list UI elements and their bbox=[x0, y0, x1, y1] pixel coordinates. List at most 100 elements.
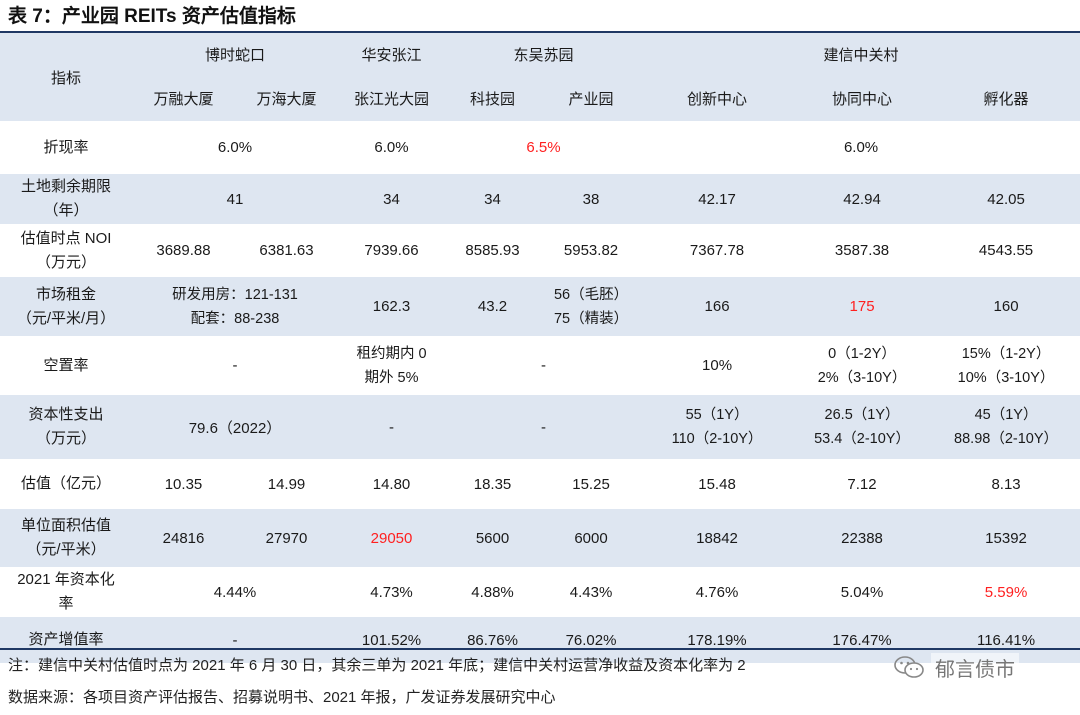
header-group-boshi: 博时蛇口 bbox=[205, 46, 266, 64]
header-group-dongwu: 东吴苏园 bbox=[513, 46, 574, 64]
cell-chuangxin: 178.19% bbox=[642, 617, 793, 663]
cell-dongwu: - bbox=[445, 395, 643, 459]
cell-fuhuaqi: 15392 bbox=[932, 509, 1080, 567]
cell-wanhai: 27970 bbox=[235, 509, 339, 567]
cell-fuhuaqi: 4543.55 bbox=[932, 224, 1080, 277]
cell-fuhuaqi: 160 bbox=[932, 277, 1080, 336]
cell-chuangxin: 18842 bbox=[642, 509, 793, 567]
row-cap-rate: 2021 年资本化率 4.44% 4.73% 4.88% 4.43% 4.76%… bbox=[0, 567, 1080, 617]
cell-xietong: 3587.38 bbox=[792, 224, 933, 277]
cell-keji: 18.35 bbox=[445, 459, 541, 509]
watermark: 郁言债市 bbox=[893, 650, 1080, 684]
cell-xietong: 175 bbox=[792, 277, 933, 336]
cell-huaan: 162.3 bbox=[338, 277, 446, 336]
row-valuation: 估值（亿元） 10.35 14.99 14.80 18.35 15.25 15.… bbox=[0, 459, 1080, 509]
cell-chuangxin: 15.48 bbox=[642, 459, 793, 509]
cell-xietong: 176.47% bbox=[792, 617, 933, 663]
cell-chanye: 15.25 bbox=[540, 459, 643, 509]
header-group-jianxin: 建信中关村 bbox=[823, 46, 899, 64]
cell-chuangxin: 4.76% bbox=[642, 567, 793, 617]
cell-huaan: 6.0% bbox=[338, 121, 446, 174]
bottom-rule bbox=[0, 648, 1080, 650]
cell-boshi: 研发用房：121-131 配套：88-238 bbox=[132, 277, 339, 336]
cell-chanye: 4.43% bbox=[540, 567, 643, 617]
cell-huaan: 34 bbox=[338, 174, 446, 224]
cell-huaan: 7939.66 bbox=[338, 224, 446, 277]
row-label: 估值（亿元） bbox=[0, 459, 132, 509]
row-land-term: 土地剩余期限 （年） 41 34 34 38 42.17 42.94 42.05 bbox=[0, 174, 1080, 224]
header-asset-keji: 科技园 bbox=[470, 90, 516, 108]
cell-chuangxin: 7367.78 bbox=[642, 224, 793, 277]
table-title: 表 7：产业园 REITs 资产估值指标 bbox=[8, 6, 296, 27]
cell-chanye: 56（毛胚） 75（精装） bbox=[540, 277, 643, 336]
cell-xietong: 22388 bbox=[792, 509, 933, 567]
cell-chuangxin: 10% bbox=[642, 336, 793, 395]
row-label: 资产增值率 bbox=[0, 617, 132, 663]
row-capex: 资本性支出 （万元） 79.6（2022） - - 55（1Y） 110（2-10Y… bbox=[0, 395, 1080, 459]
row-label: 折现率 bbox=[0, 121, 132, 174]
row-discount-rate: 折现率 6.0% 6.0% 6.5% 6.0% bbox=[0, 121, 1080, 174]
header-indicator: 指标 bbox=[50, 69, 81, 87]
row-market-rent: 市场租金 （元/平米/月） 研发用房：121-131 配套：88-238 162.3… bbox=[0, 277, 1080, 336]
cell-chuangxin: 55（1Y） 110（2-10Y） bbox=[642, 395, 793, 459]
cell-chanye: 38 bbox=[540, 174, 643, 224]
cell-dongwu: - bbox=[445, 336, 643, 395]
row-noi: 估值时点 NOI （万元） 3689.88 6381.63 7939.66 858… bbox=[0, 224, 1080, 277]
cell-dongwu: 6.5% bbox=[445, 121, 643, 174]
row-label: 土地剩余期限 （年） bbox=[0, 174, 132, 224]
row-label: 估值时点 NOI （万元） bbox=[0, 224, 132, 277]
cell-huaan: - bbox=[338, 395, 446, 459]
cell-xietong: 7.12 bbox=[792, 459, 933, 509]
wechat-icon bbox=[894, 656, 924, 678]
header-asset-wanhai: 万海大厦 bbox=[256, 90, 317, 108]
cell-chuangxin: 42.17 bbox=[642, 174, 793, 224]
row-appreciation: 资产增值率 - 101.52% 86.76% 76.02% 178.19% 17… bbox=[0, 617, 1080, 663]
row-label: 市场租金 （元/平米/月） bbox=[0, 277, 132, 336]
cell-fuhuaqi: 15%（1-2Y） 10%（3-10Y） bbox=[932, 336, 1080, 395]
cell-xietong: 42.94 bbox=[792, 174, 933, 224]
cell-fuhuaqi: 45（1Y） 88.98（2-10Y） bbox=[932, 395, 1080, 459]
cell-keji: 8585.93 bbox=[445, 224, 541, 277]
cell-chuangxin: 166 bbox=[642, 277, 793, 336]
cell-xietong: 5.04% bbox=[792, 567, 933, 617]
cell-wanrong: 10.35 bbox=[132, 459, 235, 509]
header-asset-zhangjiang: 张江光大园 bbox=[354, 90, 430, 108]
reits-valuation-table: 指标 博时蛇口 华安张江 东吴苏园 建信中关村 万融大厦 万海大厦 张江光大园 … bbox=[0, 33, 1080, 663]
header-asset-wanrong: 万融大厦 bbox=[153, 90, 214, 108]
cell-chanye: 76.02% bbox=[540, 617, 643, 663]
header-asset-row: 万融大厦 万海大厦 张江光大园 科技园 产业园 创新中心 协同中心 孵化器 bbox=[0, 75, 1080, 121]
cell-keji: 86.76% bbox=[445, 617, 541, 663]
cell-fuhuaqi: 42.05 bbox=[932, 174, 1080, 224]
row-label: 资本性支出 （万元） bbox=[0, 395, 132, 459]
cell-keji: 4.88% bbox=[445, 567, 541, 617]
cell-keji: 34 bbox=[445, 174, 541, 224]
cell-huaan: 29050 bbox=[338, 509, 446, 567]
cell-xietong: 0（1-2Y） 2%（3-10Y） bbox=[792, 336, 933, 395]
header-asset-fuhuaqi: 孵化器 bbox=[983, 90, 1029, 108]
cell-fuhuaqi: 5.59% bbox=[932, 567, 1080, 617]
header-asset-chuangxin: 创新中心 bbox=[687, 90, 748, 108]
row-label: 2021 年资本化率 bbox=[0, 567, 132, 617]
row-label: 单位面积估值 （元/平米） bbox=[0, 509, 132, 567]
cell-fuhuaqi: 8.13 bbox=[932, 459, 1080, 509]
cell-xietong: 26.5（1Y） 53.4（2-10Y） bbox=[792, 395, 933, 459]
cell-boshi: 4.44% bbox=[132, 567, 339, 617]
cell-boshi: 6.0% bbox=[132, 121, 339, 174]
header-asset-xietong: 协同中心 bbox=[832, 90, 893, 108]
watermark-text: 郁言债市 bbox=[931, 652, 1019, 682]
cell-wanhai: 6381.63 bbox=[235, 224, 339, 277]
cell-chanye: 6000 bbox=[540, 509, 643, 567]
cell-wanrong: 3689.88 bbox=[132, 224, 235, 277]
cell-chanye: 5953.82 bbox=[540, 224, 643, 277]
header-group-row: 指标 博时蛇口 华安张江 东吴苏园 建信中关村 bbox=[0, 33, 1080, 87]
table-note: 注：建信中关村估值时点为 2021 年 6 月 30 日，其余三单为 2021 … bbox=[8, 657, 746, 674]
cell-boshi: 41 bbox=[132, 174, 339, 224]
header-group-huaan: 华安张江 bbox=[361, 46, 422, 64]
cell-wanhai: 14.99 bbox=[235, 459, 339, 509]
cell-boshi: - bbox=[132, 617, 339, 663]
cell-huaan: 租约期内 0 期外 5% bbox=[338, 336, 446, 395]
top-rule bbox=[0, 31, 1080, 33]
data-source: 数据来源：各项目资产评估报告、招募说明书、2021 年报，广发证券发展研究中心 bbox=[8, 689, 556, 706]
cell-jianxin: 6.0% bbox=[642, 121, 1080, 174]
row-label: 空置率 bbox=[0, 336, 132, 395]
